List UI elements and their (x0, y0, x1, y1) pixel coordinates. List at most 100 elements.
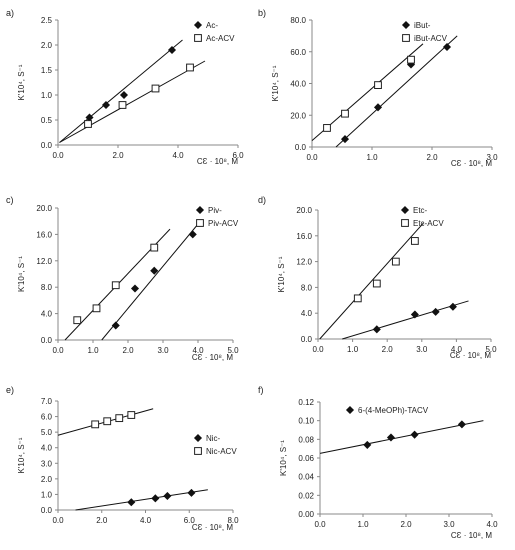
y-tick-label: 2.5 (41, 16, 53, 25)
x-tick-label: 2.0 (400, 520, 412, 529)
data-point-diamond (372, 325, 381, 334)
legend: iBut-iBut-ACV (401, 20, 448, 43)
x-tick-label: 3.0 (416, 345, 428, 354)
x-tick-label: 0.0 (314, 520, 326, 529)
data-point-square (341, 109, 349, 118)
data-point-square (410, 237, 419, 245)
fit-line-square (319, 222, 424, 340)
data-point-square (127, 411, 136, 419)
legend-label: Ac- (206, 21, 218, 30)
y-tick-label: 2.0 (41, 475, 53, 484)
y-axis-label: K'10⁴, S⁻¹ (279, 440, 288, 476)
x-axis-label: CƐ · 10⁸, M (192, 353, 233, 362)
data-point-diamond (431, 307, 440, 316)
legend-marker-diamond (401, 20, 411, 30)
data-point-diamond (442, 42, 452, 52)
y-tick-label: 20.0 (290, 111, 306, 120)
y-tick-label: 0.00 (298, 510, 314, 519)
legend-marker-square (194, 34, 202, 42)
chart-panel-e: e) 0.0 1.0 2.0 3.0 4.0 5.0 6.0 7.0 0.0 2.0 4.0 6.0 8.… (6, 385, 239, 532)
x-tick-label: 3.0 (157, 346, 169, 355)
legend-label: Piv- (208, 206, 222, 215)
legend-marker-diamond (345, 405, 355, 415)
y-tick-label: 0.0 (41, 506, 53, 515)
data-point-diamond (119, 90, 129, 100)
data-point-diamond (457, 420, 466, 429)
data-point-diamond (187, 488, 196, 497)
data-point-square (372, 279, 381, 288)
data-point-diamond (127, 498, 136, 507)
data-point-diamond (448, 302, 457, 311)
y-tick-label: 4.0 (41, 310, 53, 319)
y-tick-label: 40.0 (290, 80, 306, 89)
legend: Etc- Etc-ACV (400, 205, 444, 228)
y-tick-label: 0.5 (41, 116, 53, 125)
x-axis-label: CƐ · 10⁸, M (451, 159, 492, 168)
legend-marker-diamond (195, 205, 205, 215)
legend: Nic- Nic-ACV (193, 433, 237, 456)
data-point-square (391, 257, 400, 266)
legend-marker-diamond (400, 205, 410, 215)
fit-line-diamond (59, 39, 183, 143)
legend-label: 6-(4-MeOPh)-TACV (358, 406, 429, 415)
legend-label: Nic- (206, 434, 221, 443)
fit-line-diamond (335, 35, 458, 148)
x-tick-label: 1.0 (347, 345, 359, 354)
data-point-square (103, 417, 112, 426)
chart-panel-d: d) 0.0 4.0 8.0 12.0 16.0 20.0 0.0 1.0 2.0 3.0 4.0 5.… (258, 195, 497, 360)
legend: 6-(4-MeOPh)-TACV (345, 405, 429, 415)
data-point-square (73, 316, 82, 325)
y-tick-label: 0.08 (298, 435, 314, 444)
y-tick-label: 0.04 (298, 473, 314, 482)
data-point-diamond (410, 430, 419, 439)
y-tick-label: 0.0 (41, 141, 53, 150)
data-point-diamond (188, 230, 197, 239)
y-tick-label: 8.0 (301, 283, 313, 292)
legend: Piv- Piv-ACV (195, 205, 239, 228)
y-tick-label: 5.0 (41, 428, 53, 437)
legend-label: iBut-ACV (414, 34, 448, 43)
y-tick-label: 4.0 (301, 309, 313, 318)
data-point-diamond (151, 494, 160, 503)
y-tick-label: 80.0 (290, 16, 306, 25)
x-tick-label: 4.0 (192, 346, 204, 355)
legend-label: iBut- (414, 21, 431, 30)
panel-label: f) (258, 385, 264, 395)
x-tick-label: 1.0 (357, 520, 369, 529)
legend-label: Etc- (413, 206, 428, 215)
y-tick-label: 16.0 (36, 230, 52, 239)
data-point-square (323, 124, 331, 132)
y-axis-label: K'10⁴, S⁻¹ (271, 65, 280, 101)
y-tick-label: 0.12 (298, 398, 314, 407)
y-tick-label: 8.0 (41, 283, 53, 292)
y-tick-label: 0.06 (298, 454, 314, 463)
legend-marker-square (196, 219, 204, 227)
data-point-square (91, 420, 100, 429)
chart-panel-b: b) 0.0 20.0 40.0 60.0 80.0 0.0 1.0 2.0 3.0 K'10⁴, … (258, 8, 498, 168)
x-axis-label: CƐ · 10⁸, M (192, 523, 233, 532)
legend: Ac- Ac-ACV (193, 20, 235, 43)
x-tick-label: 6.0 (184, 516, 196, 525)
y-tick-label: 20.0 (296, 206, 312, 215)
x-tick-label: 2.0 (96, 516, 108, 525)
y-tick-label: 20.0 (36, 204, 52, 213)
y-tick-label: 0.0 (41, 336, 53, 345)
y-tick-label: 0.0 (301, 335, 313, 344)
x-tick-label: 0.0 (306, 153, 318, 162)
data-point-square (84, 120, 92, 128)
data-point-square (151, 84, 160, 93)
x-tick-label: 0.0 (52, 516, 64, 525)
x-axis-label: CƐ · 10⁸, M (197, 157, 238, 166)
x-tick-label: 4.0 (172, 151, 184, 160)
x-tick-label: 2.0 (426, 153, 438, 162)
data-point-square (150, 243, 159, 252)
data-point-diamond (340, 135, 350, 144)
chart-panel-c: c) 0.0 4.0 8.0 12.0 16.0 20.0 0.0 1.0 2.0 3.0 4.0 5.… (6, 195, 239, 362)
x-tick-label: 1.0 (87, 346, 99, 355)
data-point-square (374, 81, 382, 89)
x-tick-label: 0.0 (52, 346, 64, 355)
y-tick-label: 4.0 (41, 444, 53, 453)
y-tick-label: 3.0 (41, 459, 53, 468)
x-tick-label: 0.0 (312, 345, 324, 354)
